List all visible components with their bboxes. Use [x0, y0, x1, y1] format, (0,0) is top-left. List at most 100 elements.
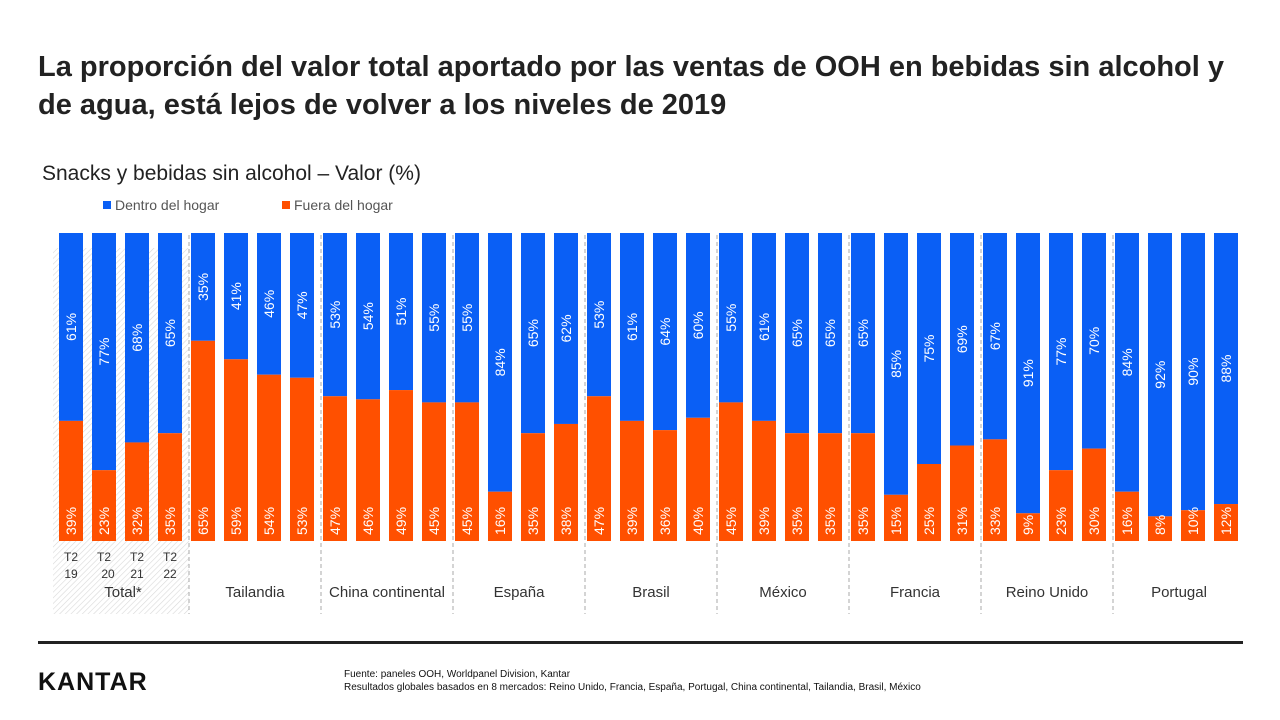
label-fuera: 39% — [756, 507, 772, 535]
bar-dentro — [323, 233, 347, 397]
label-fuera: 45% — [459, 507, 475, 535]
bar-fuera — [554, 423, 578, 541]
bar-fuera — [983, 439, 1007, 541]
label-dentro: 55% — [426, 304, 442, 332]
label-dentro: 84% — [1119, 348, 1135, 376]
bar-dentro — [191, 233, 215, 341]
bar-dentro — [92, 233, 116, 471]
group-label: Francia — [890, 584, 941, 601]
label-fuera: 65% — [195, 507, 211, 535]
label-dentro: 61% — [756, 313, 772, 341]
label-dentro: 65% — [789, 319, 805, 347]
bar-dentro — [983, 233, 1007, 440]
label-dentro: 85% — [888, 350, 904, 378]
label-fuera: 39% — [63, 507, 79, 535]
bar-fuera — [884, 494, 908, 541]
label-dentro: 53% — [591, 301, 607, 329]
bar-fuera — [191, 340, 215, 541]
period-label: T2 — [130, 550, 144, 564]
bar-dentro — [257, 233, 281, 375]
legend-label: Dentro del hogar — [115, 197, 220, 213]
bar-dentro — [752, 233, 776, 421]
label-fuera: 9% — [1020, 515, 1036, 535]
label-fuera: 39% — [624, 507, 640, 535]
label-dentro: 55% — [459, 304, 475, 332]
label-fuera: 36% — [657, 507, 673, 535]
bar-fuera — [389, 390, 413, 541]
bar-fuera — [620, 420, 644, 541]
bar-fuera — [1214, 504, 1238, 541]
bar-fuera — [1082, 448, 1106, 541]
label-dentro: 92% — [1152, 361, 1168, 389]
label-dentro: 70% — [1086, 327, 1102, 355]
label-fuera: 30% — [1086, 507, 1102, 535]
bar-dentro — [224, 233, 248, 360]
bar-fuera — [1115, 491, 1139, 541]
label-fuera: 49% — [393, 507, 409, 535]
label-dentro: 54% — [360, 302, 376, 330]
bar-dentro — [1049, 233, 1073, 471]
bar-fuera — [1181, 510, 1205, 541]
bar-fuera — [488, 491, 512, 541]
label-dentro: 35% — [195, 273, 211, 301]
label-dentro: 60% — [690, 311, 706, 339]
label-dentro: 77% — [96, 338, 112, 366]
label-dentro: 47% — [294, 291, 310, 319]
label-fuera: 35% — [789, 507, 805, 535]
label-dentro: 61% — [624, 313, 640, 341]
bar-fuera — [917, 464, 941, 541]
bar-fuera — [356, 399, 380, 541]
group-label: Reino Unido — [1006, 584, 1089, 601]
label-fuera: 40% — [690, 507, 706, 535]
bar-dentro — [389, 233, 413, 391]
bar-fuera — [851, 433, 875, 541]
label-fuera: 35% — [822, 507, 838, 535]
group-label: China continental — [329, 584, 445, 601]
label-fuera: 32% — [129, 507, 145, 535]
bar-fuera — [752, 420, 776, 541]
label-fuera: 47% — [327, 507, 343, 535]
period-label: T2 — [97, 550, 111, 564]
label-dentro: 77% — [1053, 338, 1069, 366]
bar-fuera — [818, 433, 842, 541]
label-dentro: 55% — [723, 304, 739, 332]
label-fuera: 25% — [921, 507, 937, 535]
label-dentro: 67% — [987, 322, 1003, 350]
page-title: La proporción del valor total aportado p… — [38, 51, 1225, 121]
bar-dentro — [455, 233, 479, 403]
label-fuera: 38% — [558, 507, 574, 535]
stacked-bar-chart: 61% 39% T2 19 77% 23% T2 20 68% 32% T2 21 65% 35% T2 22… — [53, 233, 1238, 614]
bar-fuera — [719, 402, 743, 541]
label-fuera: 33% — [987, 507, 1003, 535]
group-label: Portugal — [1151, 584, 1207, 601]
markets-note: Resultados globales basados en 8 mercado… — [344, 682, 921, 693]
period-label: T2 — [163, 550, 177, 564]
label-dentro: 68% — [129, 324, 145, 352]
group-label: Total* — [104, 584, 142, 601]
label-fuera: 16% — [492, 507, 508, 535]
label-fuera: 59% — [228, 507, 244, 535]
kantar-logo: KANTAR — [38, 668, 148, 696]
bar-fuera — [323, 396, 347, 541]
label-dentro: 61% — [63, 313, 79, 341]
bar-dentro — [587, 233, 611, 397]
bar-dentro — [290, 233, 314, 378]
bar-dentro — [620, 233, 644, 421]
bar-dentro — [653, 233, 677, 431]
bar-dentro — [686, 233, 710, 418]
period-label: T2 — [64, 550, 78, 564]
bar-dentro — [884, 233, 908, 495]
bar-dentro — [356, 233, 380, 400]
label-dentro: 46% — [261, 290, 277, 318]
label-dentro: 65% — [162, 319, 178, 347]
bar-dentro — [818, 233, 842, 434]
label-fuera: 47% — [591, 507, 607, 535]
bar-dentro — [851, 233, 875, 434]
label-fuera: 54% — [261, 507, 277, 535]
legend-fuera: Fuera del hogar — [282, 197, 393, 213]
label-dentro: 62% — [558, 314, 574, 342]
label-dentro: 84% — [492, 348, 508, 376]
bar-fuera — [92, 470, 116, 541]
label-fuera: 35% — [525, 507, 541, 535]
period-label: 22 — [163, 567, 177, 581]
